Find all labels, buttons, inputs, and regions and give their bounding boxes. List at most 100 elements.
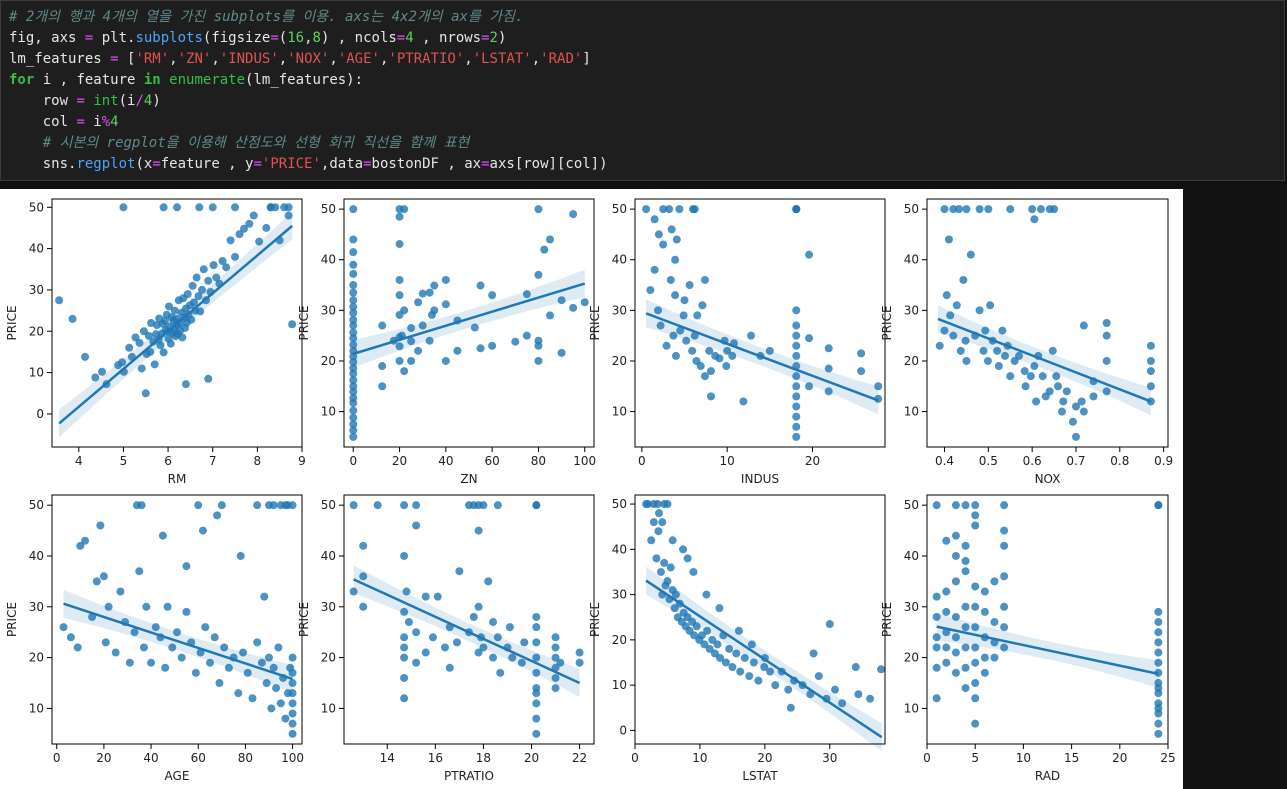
regression-line (937, 317, 1152, 403)
axes-frame (926, 198, 1169, 448)
code-cell[interactable]: # 2개의 행과 4개의 열을 가진 subplots를 이용. axs는 4x… (0, 0, 1285, 181)
x-axis-label: RM (168, 472, 187, 486)
x-tick-label: 80 (531, 454, 546, 468)
code-token: , (464, 51, 473, 67)
data-point (1154, 628, 1163, 637)
axes-frame (926, 494, 1169, 745)
data-point (249, 211, 258, 220)
x-tick-label: 5 (971, 751, 979, 765)
y-tick-label: 40 (612, 253, 627, 267)
data-point (1102, 356, 1111, 365)
data-point (1050, 205, 1059, 214)
data-point (281, 714, 290, 723)
data-point (130, 628, 139, 637)
code-token: 4 (143, 93, 153, 109)
data-point (659, 240, 668, 249)
data-point (975, 306, 984, 315)
x-tick-label: 60 (191, 751, 206, 765)
data-point (959, 275, 968, 284)
x-tick-label: 4 (75, 454, 83, 468)
data-point (954, 205, 963, 214)
data-point (961, 567, 970, 576)
data-point (395, 356, 404, 365)
x-tick-label: 0.9 (1154, 454, 1173, 468)
data-point (139, 643, 148, 652)
subplot-rad: 0 5 10 15 20 25 10 20 30 40 50 RAD PRICE (880, 494, 1176, 783)
data-point (349, 587, 358, 596)
data-point (421, 592, 430, 601)
x-tick-label: 0.5 (979, 454, 998, 468)
data-point (532, 612, 541, 621)
y-axis-label: PRICE (880, 305, 894, 340)
data-point (532, 638, 541, 647)
data-point (400, 633, 409, 642)
y-tick-label: 40 (29, 242, 44, 256)
data-point (160, 316, 169, 325)
data-point (874, 382, 883, 391)
data-point (267, 704, 276, 713)
data-point (262, 223, 271, 232)
y-tick-label: 30 (321, 600, 336, 614)
data-point (144, 331, 153, 340)
data-point (932, 694, 941, 703)
code-token: 'RAD' (540, 51, 583, 67)
data-point (517, 658, 526, 667)
data-point (349, 260, 358, 269)
data-point (349, 357, 358, 366)
axes-frame (51, 198, 303, 448)
code-token: 'LSTAT' (472, 51, 532, 67)
data-point (156, 341, 165, 350)
data-point (1045, 387, 1054, 396)
data-point (1030, 362, 1039, 371)
data-point (288, 689, 297, 698)
data-point (359, 572, 368, 581)
code-token: 'PTRATIO' (388, 51, 465, 67)
data-point (236, 551, 245, 560)
x-tick-label: 80 (238, 751, 253, 765)
y-tick-label: 50 (29, 200, 44, 214)
code-token: , (304, 30, 313, 46)
subplot-age: 0 20 40 60 80 100 10 20 30 40 50 AGE PRICE (5, 494, 304, 783)
x-tick-label: 20 (392, 454, 407, 468)
y-tick-label: 0 (619, 723, 627, 737)
data-point (557, 348, 566, 357)
code-lines: # 2개의 행과 4개의 열을 가진 subplots를 이용. axs는 4x… (9, 7, 1276, 175)
data-point (690, 631, 699, 640)
code-token: (lm_features): (245, 72, 364, 88)
data-point (400, 643, 409, 652)
data-point (669, 331, 678, 340)
data-point (971, 623, 980, 632)
data-point (349, 393, 358, 402)
data-point (676, 326, 685, 335)
subplot-nox: 0.4 0.5 0.6 0.7 0.8 0.9 10 20 30 40 50 NOX PRICE (880, 198, 1173, 486)
data-point (1146, 382, 1155, 391)
data-point (653, 500, 662, 509)
data-point (534, 356, 543, 365)
data-point (551, 633, 560, 642)
data-point (971, 582, 980, 591)
data-point (961, 557, 970, 566)
data-point (971, 521, 980, 530)
code-line: col = i%4 (9, 112, 1276, 133)
data-point (239, 648, 248, 657)
data-point (716, 653, 725, 662)
data-point (276, 699, 285, 708)
x-tick-label: 0.7 (1066, 454, 1085, 468)
code-token: , (379, 51, 389, 67)
data-point (349, 288, 358, 297)
y-tick-label: 50 (321, 202, 336, 216)
code-token: # 시본의 regplot을 이용해 산점도와 선형 회귀 직선을 함께 표현 (9, 135, 470, 151)
data-point (262, 679, 271, 688)
data-point (173, 203, 181, 212)
data-point (255, 237, 264, 246)
y-tick-label: 20 (29, 651, 44, 665)
y-tick-label: 40 (904, 253, 919, 267)
data-point (532, 501, 541, 510)
data-point (206, 658, 215, 667)
y-tick-label: 40 (321, 253, 336, 267)
data-point (670, 604, 679, 613)
data-point (166, 339, 175, 348)
data-point (667, 225, 676, 234)
code-token: enumerate (169, 72, 246, 88)
data-point (532, 623, 541, 632)
